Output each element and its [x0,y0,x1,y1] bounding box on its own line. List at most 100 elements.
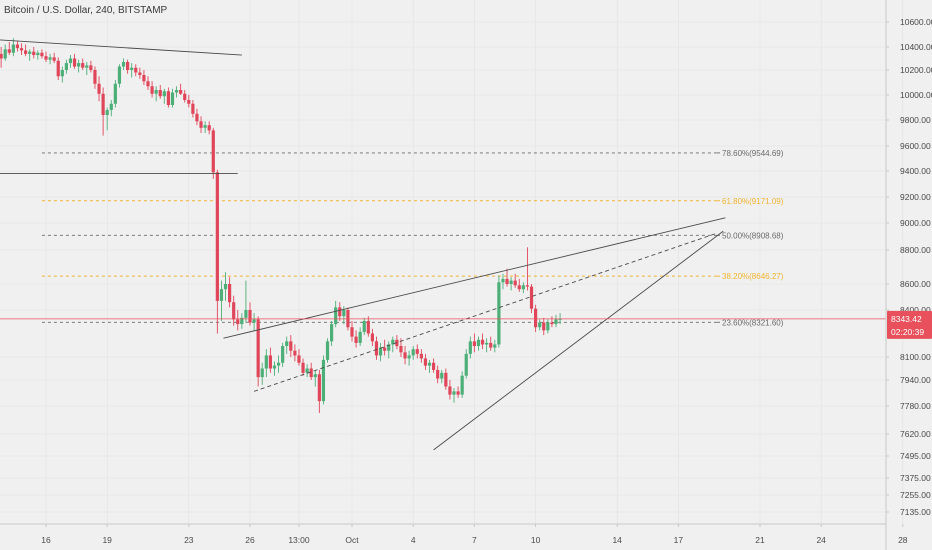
bar-countdown: 02:20:39 [891,327,924,337]
candle [325,338,330,363]
candle-body [317,374,321,402]
candle-body [223,284,228,290]
trend-line-upper-descending[interactable] [0,39,242,56]
candle-body [0,53,3,59]
candle-body [211,130,215,173]
candle-body [24,50,28,54]
candle [378,342,383,362]
candle [109,100,113,117]
candle [452,388,456,403]
candle-body [199,121,203,128]
candle [64,59,68,74]
trend-line-wedge-upper[interactable] [223,217,726,339]
candle-body [93,70,97,84]
candle [228,277,232,308]
candle-body [268,355,272,369]
candle [517,278,521,292]
candle-body [354,336,358,343]
candle-body [256,319,260,378]
candle-body [554,319,558,325]
candle [121,58,126,70]
candle-body [228,284,232,303]
candle-body [40,52,44,57]
x-tick-label: 4 [411,535,416,545]
candle [403,346,407,365]
y-tick-label: 8100.00 [900,352,931,362]
candle-body [391,339,395,345]
candle [281,342,285,368]
x-tick-label: 28 [898,535,908,545]
candle-body [272,365,277,369]
trend-line-wedge-lower[interactable] [433,230,724,451]
candle [485,338,489,353]
candle-body [444,372,448,387]
y-tick-label: 7495.00 [900,451,931,461]
y-tick-label: 10000.00 [900,90,932,100]
candle-body [309,368,313,378]
candle [521,282,525,294]
candle-body [476,339,481,347]
candle-body [378,347,383,356]
candle-body [509,280,513,284]
candle [264,349,268,378]
candle [538,319,542,331]
candle [448,380,452,400]
candle [305,364,309,378]
candle [293,344,297,362]
candle [480,333,485,350]
x-tick-label: 17 [674,535,684,545]
candle [509,277,513,291]
candle-body [321,359,326,402]
candle-body [150,86,154,94]
trend-lines [0,39,726,451]
y-tick-label: 9600.00 [900,141,931,151]
fib-level-label: 50.00%(8908.68) [722,231,784,240]
y-tick-label: 10600.00 [900,17,932,27]
candle [321,355,326,405]
candle-body [452,391,456,395]
candle-body [480,339,485,345]
candle [101,87,105,136]
candle [472,333,476,353]
candle-body [489,342,493,348]
candle [146,76,150,90]
candle [260,362,264,385]
candle-body [183,93,187,100]
grid [0,0,904,524]
candle [436,365,440,384]
candle [338,302,342,321]
candle [370,328,374,347]
candle [89,60,93,73]
y-tick-label: 10200.00 [900,65,932,75]
candle-body [485,342,489,345]
candle-body [64,63,68,70]
y-tick-label: 9200.00 [900,192,931,202]
candle-body [56,60,60,77]
candle [236,310,240,331]
candle [497,275,501,348]
candle-body [117,66,122,84]
candle [3,44,7,61]
candle-body [219,289,224,301]
trend-line-wedge-mid[interactable] [253,233,716,392]
candle-body [130,67,134,70]
candle-body [542,322,546,331]
x-tick-label: 19 [102,535,112,545]
candle-body [195,113,199,122]
candle-body [113,83,117,104]
candle [7,42,11,56]
candle-body [11,44,15,53]
candle-body [248,310,252,323]
candle-body [521,285,525,290]
candle-body [68,58,73,64]
candle-body [174,90,179,93]
candle [419,349,423,363]
candle [350,320,354,342]
candle [317,369,321,413]
candle-body [89,65,93,70]
y-tick-label: 9000.00 [900,218,931,228]
candle [513,273,517,288]
